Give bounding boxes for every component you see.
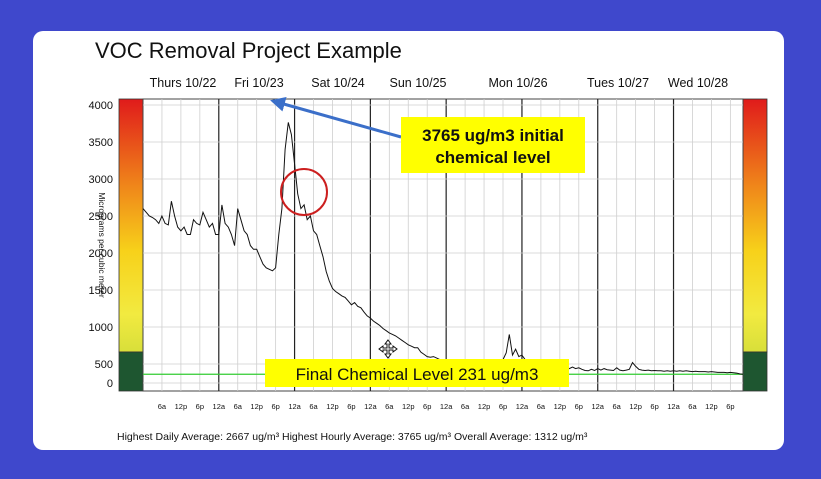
x-tick-label: 6a — [234, 402, 243, 411]
y-axis-label: Micrograms per cubic meter — [97, 192, 107, 298]
y-tick-label: 2000 — [89, 248, 113, 260]
x-tick-label: 6p — [499, 402, 507, 411]
callout-line-1: 3765 ug/m3 initial — [422, 126, 564, 145]
move-cursor-icon — [378, 339, 398, 359]
x-tick-label: 12p — [326, 402, 339, 411]
y-tick-label: 4000 — [89, 100, 113, 112]
x-tick-label: 6p — [347, 402, 355, 411]
x-tick-label: 6p — [423, 402, 431, 411]
x-tick-label: 6a — [537, 402, 546, 411]
final-level-label: Final Chemical Level 231 ug/m3 — [296, 365, 539, 384]
x-tick-label: 12p — [402, 402, 415, 411]
day-label: Tues 10/27 — [587, 76, 649, 90]
x-tick-label: 6p — [575, 402, 583, 411]
day-label: Mon 10/26 — [488, 76, 547, 90]
y-tick-label: 500 — [95, 359, 113, 371]
x-tick-label: 12a — [364, 402, 377, 411]
x-tick-label: 12p — [175, 402, 188, 411]
day-label: Sun 10/25 — [390, 76, 447, 90]
y-tick-label: 3500 — [89, 137, 113, 149]
x-tick-label: 12a — [440, 402, 453, 411]
x-tick-label: 6p — [196, 402, 204, 411]
x-tick-label: 12a — [288, 402, 301, 411]
day-label: Wed 10/28 — [668, 76, 728, 90]
day-label: Sat 10/24 — [311, 76, 365, 90]
x-tick-label: 6a — [461, 402, 470, 411]
y-tick-label: 2500 — [89, 211, 113, 223]
x-tick-label: 6a — [613, 402, 622, 411]
x-tick-label: 12p — [554, 402, 567, 411]
x-tick-label: 12a — [516, 402, 529, 411]
x-tick-label: 6a — [158, 402, 167, 411]
y-tick-label: 1500 — [89, 285, 113, 297]
x-tick-label: 12a — [667, 402, 680, 411]
final-level-callout: Final Chemical Level 231 ug/m3 — [265, 359, 569, 387]
y-tick-labels: 4000 3500 3000 2500 2000 1500 1000 500 0 — [89, 100, 113, 390]
x-tick-labels: 6a 12p 6p 12a 6a 12p 6p 12a 6a 12p 6p 12a 6a 12p 6p 12a… — [158, 402, 735, 411]
chart: VOC Removal Project Example Thurs 10/22 F… — [89, 38, 768, 443]
x-tick-label: 12p — [478, 402, 491, 411]
chart-title: VOC Removal Project Example — [95, 38, 402, 63]
x-tick-label: 12p — [629, 402, 642, 411]
x-tick-label: 6a — [385, 402, 394, 411]
x-tick-label: 6a — [688, 402, 697, 411]
x-tick-label: 6p — [726, 402, 734, 411]
x-tick-label: 12p — [250, 402, 263, 411]
x-tick-label: 6p — [650, 402, 658, 411]
y-tick-label: 0 — [107, 378, 113, 390]
right-color-scale — [742, 98, 768, 392]
x-tick-label: 12a — [591, 402, 604, 411]
x-tick-label: 6a — [309, 402, 318, 411]
x-tick-label: 12a — [213, 402, 226, 411]
initial-level-callout: 3765 ug/m3 initial chemical level — [401, 117, 585, 173]
callout-line-2: chemical level — [435, 148, 550, 167]
y-tick-label: 1000 — [89, 322, 113, 334]
x-tick-label: 6p — [271, 402, 279, 411]
summary-footer: Highest Daily Average: 2667 ug/m³ Highes… — [117, 431, 588, 443]
day-label: Thurs 10/22 — [150, 76, 217, 90]
day-label: Fri 10/23 — [234, 76, 283, 90]
x-tick-label: 12p — [705, 402, 718, 411]
left-color-scale — [118, 98, 144, 392]
callout-arrow — [270, 97, 402, 139]
chart-card: VOC Removal Project Example Thurs 10/22 F… — [33, 31, 784, 450]
highlight-circle — [280, 168, 328, 216]
y-tick-label: 3000 — [89, 174, 113, 186]
day-labels: Thurs 10/22 Fri 10/23 Sat 10/24 Sun 10/25 Mo… — [150, 76, 729, 90]
